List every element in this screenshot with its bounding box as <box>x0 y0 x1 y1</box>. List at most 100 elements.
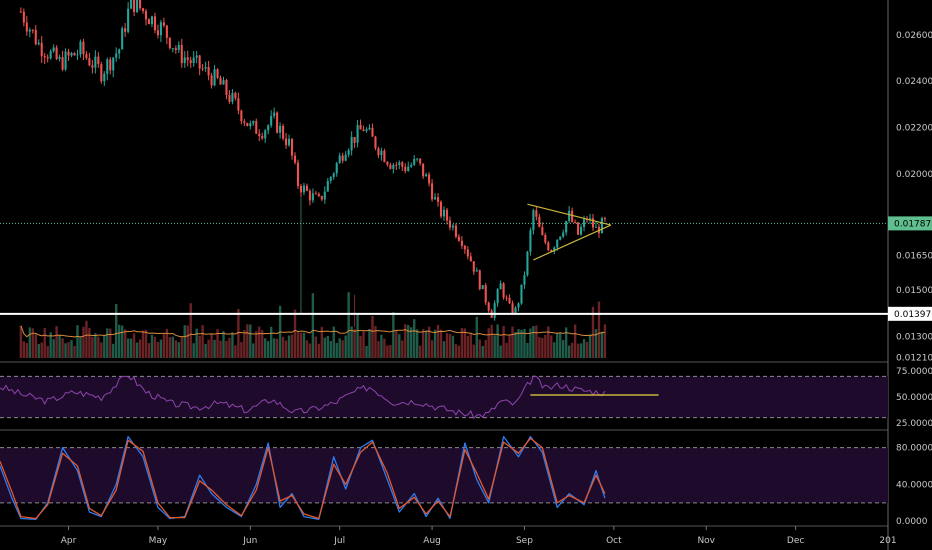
volume-bar <box>570 342 574 358</box>
candle-body <box>368 127 371 130</box>
candle-body <box>192 57 195 64</box>
volume-bar <box>123 329 127 358</box>
volume-bar <box>567 345 571 358</box>
volume-bar <box>460 328 464 358</box>
volume-bar <box>58 334 61 358</box>
volume-bar <box>28 327 31 358</box>
volume-bar <box>481 345 484 358</box>
volume-bar <box>594 329 598 358</box>
candle-body <box>79 41 82 55</box>
volume-bar <box>502 325 505 358</box>
candle-body <box>511 303 514 314</box>
volume-bar <box>174 340 178 358</box>
volume-bar <box>520 329 523 358</box>
volume-bar <box>246 324 249 358</box>
volume-bar <box>562 340 565 358</box>
candle-body <box>231 92 234 102</box>
x-tick-label: Jun <box>242 536 257 546</box>
candle-body <box>320 195 323 200</box>
candle-body <box>55 47 58 60</box>
volume-bar <box>129 338 133 358</box>
volume-bar <box>436 324 440 358</box>
candle-body <box>201 68 204 70</box>
volume-bar <box>141 330 145 358</box>
volume-bar <box>94 333 97 358</box>
candle-body <box>106 59 109 74</box>
candle-body <box>594 226 598 228</box>
rsi-tick-label: 50.0000 <box>896 393 932 403</box>
candle-body <box>562 232 565 237</box>
volume-bar <box>350 326 353 358</box>
candle-body <box>19 11 22 13</box>
candle-body <box>600 218 603 234</box>
candle-body <box>380 150 383 156</box>
volume-bar <box>159 339 163 358</box>
candle-body <box>332 173 335 177</box>
volume-bar <box>356 314 359 358</box>
candle-body <box>517 303 520 308</box>
volume-bar <box>82 326 85 358</box>
candle-body <box>46 57 49 59</box>
volume-bar <box>588 334 592 358</box>
volume-bar <box>496 324 499 358</box>
candle-body <box>171 48 174 50</box>
x-tick-label: Sep <box>516 536 533 546</box>
candle-body <box>133 0 136 13</box>
volume-bar <box>383 338 386 358</box>
volume-bar <box>439 329 443 358</box>
volume-bar <box>421 329 425 358</box>
volume-bar <box>317 343 321 358</box>
volume-bar <box>407 325 410 358</box>
candle-body <box>565 221 568 233</box>
candle-body <box>228 94 231 102</box>
candle-body <box>88 58 91 66</box>
candle-body <box>82 41 85 55</box>
candle-body <box>472 261 475 272</box>
volume-bar <box>341 340 344 358</box>
volume-bar <box>505 342 508 358</box>
volume-bar <box>97 336 100 358</box>
volume-bar <box>424 330 428 358</box>
candle-body <box>237 98 240 111</box>
candle-body <box>37 42 40 45</box>
volume-bar <box>326 335 329 358</box>
volume-bar <box>210 334 213 358</box>
candle-body <box>22 11 25 23</box>
candle-body <box>538 216 541 228</box>
candle-body <box>243 121 246 123</box>
candle-body <box>290 138 294 156</box>
candle-body <box>457 236 460 241</box>
volume-bar <box>290 334 294 358</box>
stoch-tick-label: 40.0000 <box>896 480 932 490</box>
volume-bar <box>61 338 64 358</box>
candle-body <box>293 155 297 163</box>
volume-bar <box>314 336 318 358</box>
volume-bar <box>433 329 437 358</box>
candle-body <box>451 225 454 228</box>
trendline <box>533 224 612 261</box>
candle-body <box>371 127 374 137</box>
volume-bar <box>249 324 252 358</box>
volume-bar <box>529 328 532 358</box>
candle-body <box>583 219 586 227</box>
candle-body <box>258 133 261 137</box>
volume-bar <box>281 336 285 358</box>
candle-body <box>413 158 416 165</box>
candle-body <box>591 218 595 228</box>
candle-body <box>386 161 389 165</box>
candle-body <box>112 57 115 71</box>
candle-body <box>70 52 73 56</box>
candles <box>19 0 606 321</box>
candle-body <box>34 29 37 45</box>
support-price-tag <box>888 306 932 321</box>
candle-body <box>365 129 368 132</box>
candle-body <box>436 197 440 202</box>
candle-body <box>314 193 317 195</box>
volume-bar <box>484 339 487 358</box>
volume-bar <box>138 339 142 358</box>
candle-body <box>213 69 216 86</box>
volume-bar <box>55 326 58 358</box>
candle-body <box>210 75 213 86</box>
